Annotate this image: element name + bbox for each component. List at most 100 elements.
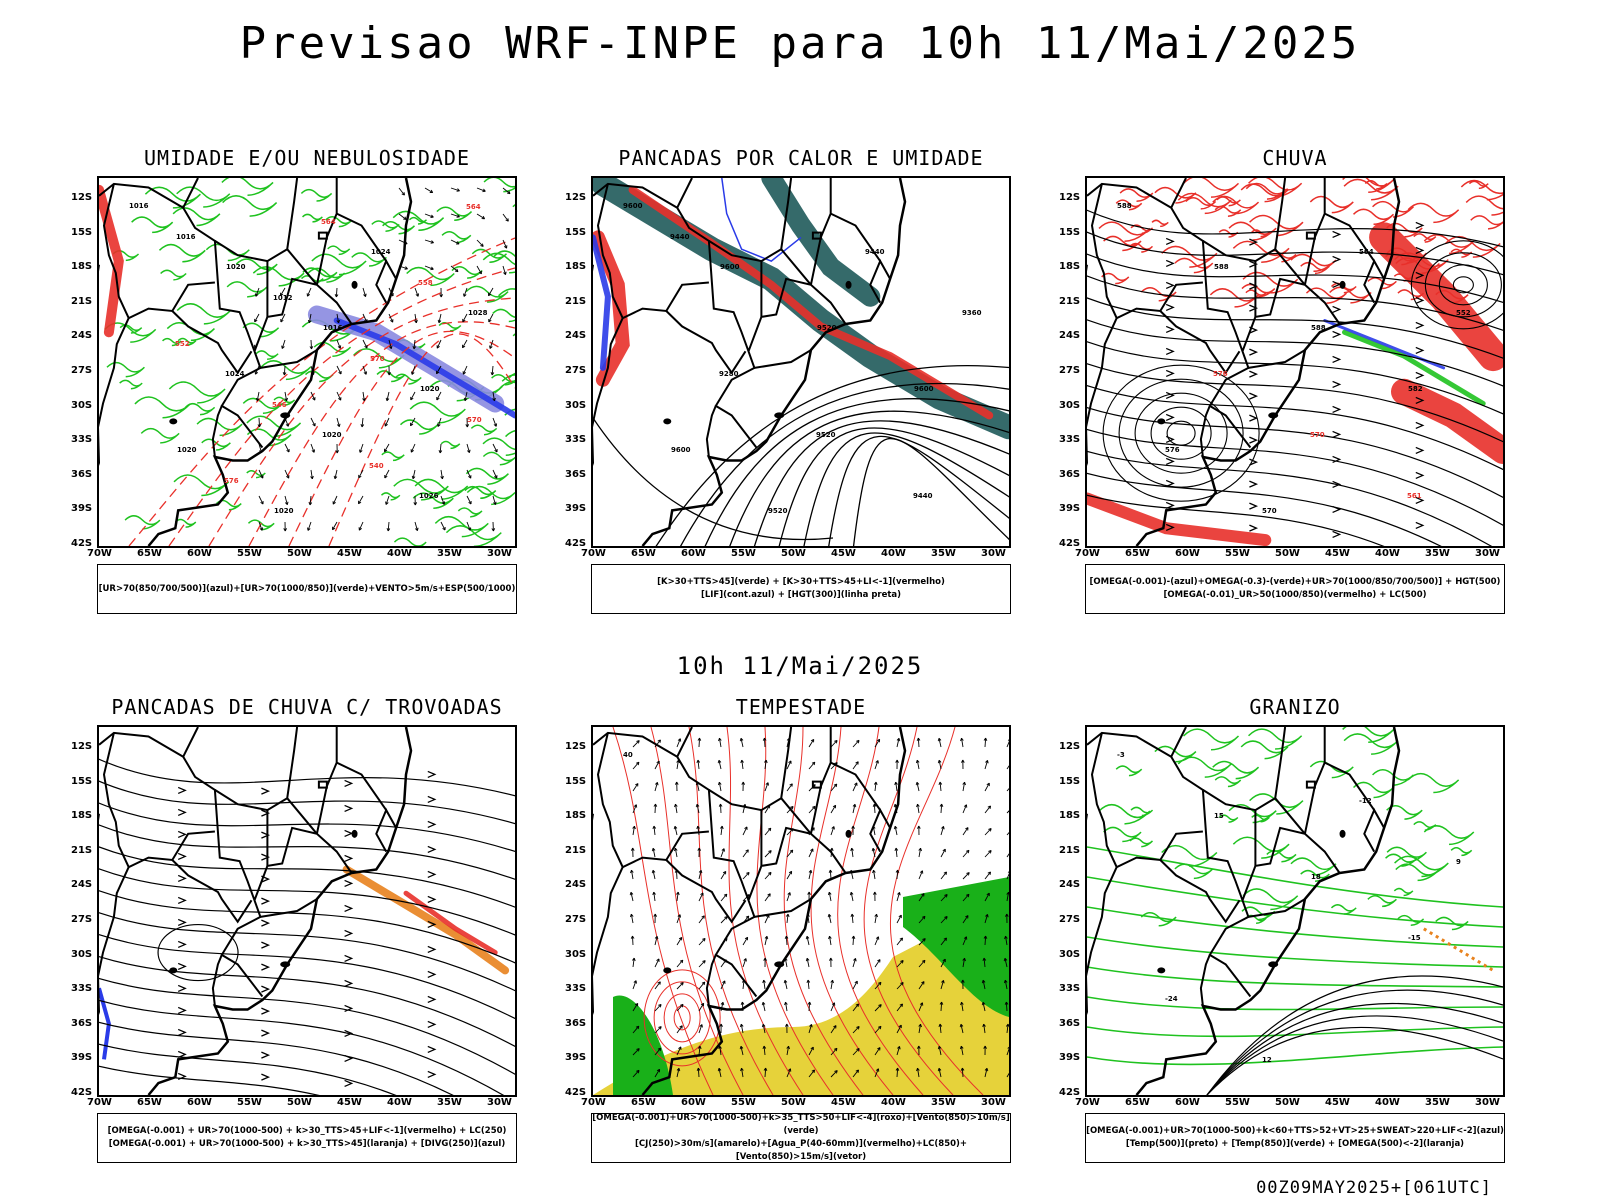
- lat-tick-label: 33S: [71, 983, 93, 995]
- contour-label: 9600: [623, 202, 643, 210]
- contour-label: 1024: [371, 248, 391, 256]
- lat-tick-label: 39S: [71, 503, 93, 515]
- lat-tick-label: 42S: [1059, 538, 1081, 549]
- lat-tick-label: 30S: [565, 948, 587, 960]
- lat-tick-label: 30S: [71, 948, 93, 960]
- legend-line: [Temp(500)](preto) + [Temp(850)](verde) …: [1125, 1139, 1465, 1149]
- lon-tick-label: 60W: [1175, 548, 1200, 559]
- lat-tick-label: 12S: [1059, 192, 1081, 203]
- panel-pancadas-calor: PANCADAS POR CALOR E UMIDADE 9600 9600 9520…: [565, 146, 1011, 616]
- lat-tick-label: 39S: [71, 1052, 93, 1064]
- lat-tick-label: 27S: [1059, 914, 1081, 925]
- legend-line: [CJ(250)>30m/s](amarelo)+[Agua_P(40-60mm…: [634, 1139, 968, 1162]
- contour-label: 570: [467, 416, 482, 424]
- lat-tick-label: 42S: [1059, 1087, 1081, 1098]
- lat-tick-label: 36S: [71, 1017, 93, 1029]
- contour-label: 9440: [865, 248, 885, 256]
- lat-tick-label: 24S: [71, 330, 93, 342]
- contour-label: 576: [224, 477, 239, 485]
- lon-tick-label: 30W: [981, 1097, 1006, 1108]
- map-canvas: 9600 9600 9520 9600 9600 9520 9440 9360 9280 9520…: [593, 178, 1009, 546]
- lon-tick-label: 30W: [487, 548, 512, 559]
- contour-label: 1020: [274, 507, 294, 515]
- lon-tick-label: 35W: [1425, 548, 1450, 559]
- panel-tempestade: TEMPESTADE 40 12S 15S 18S 21S 24S 27S 30S 33S 36S 3…: [565, 695, 1011, 1165]
- lon-tick-label: 60W: [681, 1097, 706, 1108]
- contour-label: 564: [321, 218, 336, 226]
- lon-tick-label: 35W: [1425, 1097, 1450, 1108]
- lon-tick-label: 40W: [387, 548, 412, 559]
- legend-line: [OMEGA(-0.001)-(azul)+OMEGA(-0.3)-(verde…: [1089, 577, 1501, 587]
- lat-tick-label: 33S: [1059, 983, 1081, 995]
- contour-label: 1012: [273, 294, 293, 302]
- lat-tick-label: 18S: [565, 810, 587, 822]
- panel-legend: [K>30+TTS>45](verde) + [K>30+TTS>45+LI<-…: [591, 564, 1011, 614]
- panel-title: TEMPESTADE: [735, 695, 867, 719]
- lat-tick-label: 24S: [1059, 330, 1081, 342]
- contour-label: 576: [1165, 446, 1180, 454]
- lon-tick-label: 45W: [337, 548, 362, 559]
- panel-legend: [OMEGA(-0.001)-(azul)+OMEGA(-0.3)-(verde…: [1085, 564, 1505, 614]
- lat-tick-label: 30S: [71, 399, 93, 411]
- contour-label: 540: [369, 462, 384, 470]
- contour-label: 1016: [323, 324, 343, 332]
- panel-legend: [OMEGA(-0.001)+UR>70(1000-500)+k<60+TTS>…: [1085, 1113, 1505, 1163]
- lat-tick-label: 39S: [1059, 1052, 1081, 1064]
- lat-tick-label: 21S: [1059, 844, 1081, 856]
- panel-legend: [OMEGA(-0.001) + UR>70(1000-500) + k>30_…: [97, 1113, 517, 1163]
- contour-label: 15: [1214, 812, 1224, 820]
- contour-label: 12: [1262, 1056, 1272, 1064]
- lon-tick-label: 70W: [1075, 548, 1100, 559]
- contour-label: 576: [1213, 370, 1228, 378]
- lat-tick-label: 36S: [1059, 1017, 1081, 1029]
- contour-label: 9520: [817, 324, 837, 332]
- lat-tick-label: 21S: [565, 844, 587, 856]
- lon-tick-label: 50W: [781, 548, 806, 559]
- lat-tick-label: 39S: [1059, 503, 1081, 515]
- contour-label: 582: [1408, 385, 1423, 393]
- lat-tick-label: 30S: [565, 399, 587, 411]
- lat-tick-label: 15S: [71, 775, 93, 787]
- lon-tick-label: 45W: [337, 1097, 362, 1108]
- contour-label: 558: [418, 279, 433, 287]
- contour-label: 9440: [670, 233, 690, 241]
- lat-tick-label: 15S: [565, 226, 587, 238]
- lat-tick-label: 27S: [565, 365, 587, 376]
- lon-tick-label: 65W: [1125, 548, 1150, 559]
- lat-tick-label: 21S: [1059, 295, 1081, 307]
- contour-label: 1026: [419, 492, 439, 500]
- lon-tick-label: 45W: [831, 1097, 856, 1108]
- lat-tick-label: 42S: [565, 538, 587, 549]
- lat-tick-label: 18S: [565, 261, 587, 273]
- lat-tick-label: 36S: [1059, 468, 1081, 480]
- lon-tick-label: 40W: [1375, 548, 1400, 559]
- lon-tick-label: 65W: [137, 548, 162, 559]
- lon-tick-label: 65W: [631, 548, 656, 559]
- contour-label: -12: [1359, 797, 1372, 805]
- lon-tick-label: 70W: [581, 1097, 606, 1108]
- contour-label: 9600: [671, 446, 691, 454]
- lat-tick-label: 21S: [565, 295, 587, 307]
- legend-line: [OMEGA(-0.001)+UR>70(1000-500)+k>35_TTS>…: [592, 1113, 1010, 1136]
- lon-tick-label: 60W: [681, 548, 706, 559]
- lon-tick-label: 45W: [1325, 548, 1350, 559]
- contour-label: 564: [1359, 248, 1374, 256]
- lat-tick-label: 33S: [1059, 434, 1081, 446]
- forecast-map: 588 588 588 582 576 570 564 552 576 570 561: [1085, 176, 1505, 548]
- lat-tick-label: 12S: [565, 192, 587, 203]
- contour-label: 570: [370, 355, 385, 363]
- panel-umidade: UMIDADE E/OU NEBULOSIDADE 1016 1020 1016 102…: [71, 146, 517, 616]
- contour-label: 570: [1262, 507, 1277, 515]
- forecast-map: -3 15 18 -15 -24 12 -12 9: [1085, 725, 1505, 1097]
- contour-label: 9600: [914, 385, 934, 393]
- lon-tick-label: 30W: [981, 548, 1006, 559]
- contour-label: 1020: [420, 385, 440, 393]
- contour-label: 40: [623, 751, 633, 759]
- panel-pancadas-trovoadas: PANCADAS DE CHUVA C/ TROVOADAS 12S 15S 18S 2…: [71, 695, 517, 1165]
- lon-tick-label: 55W: [731, 548, 756, 559]
- panel-title: UMIDADE E/OU NEBULOSIDADE: [143, 146, 471, 170]
- legend-line: [UR>70(850/700/500)](azul)+[UR>70(1000/8…: [98, 583, 516, 594]
- contour-label: 1020: [226, 263, 246, 271]
- lon-tick-label: 40W: [881, 1097, 906, 1108]
- lat-tick-label: 15S: [1059, 775, 1081, 787]
